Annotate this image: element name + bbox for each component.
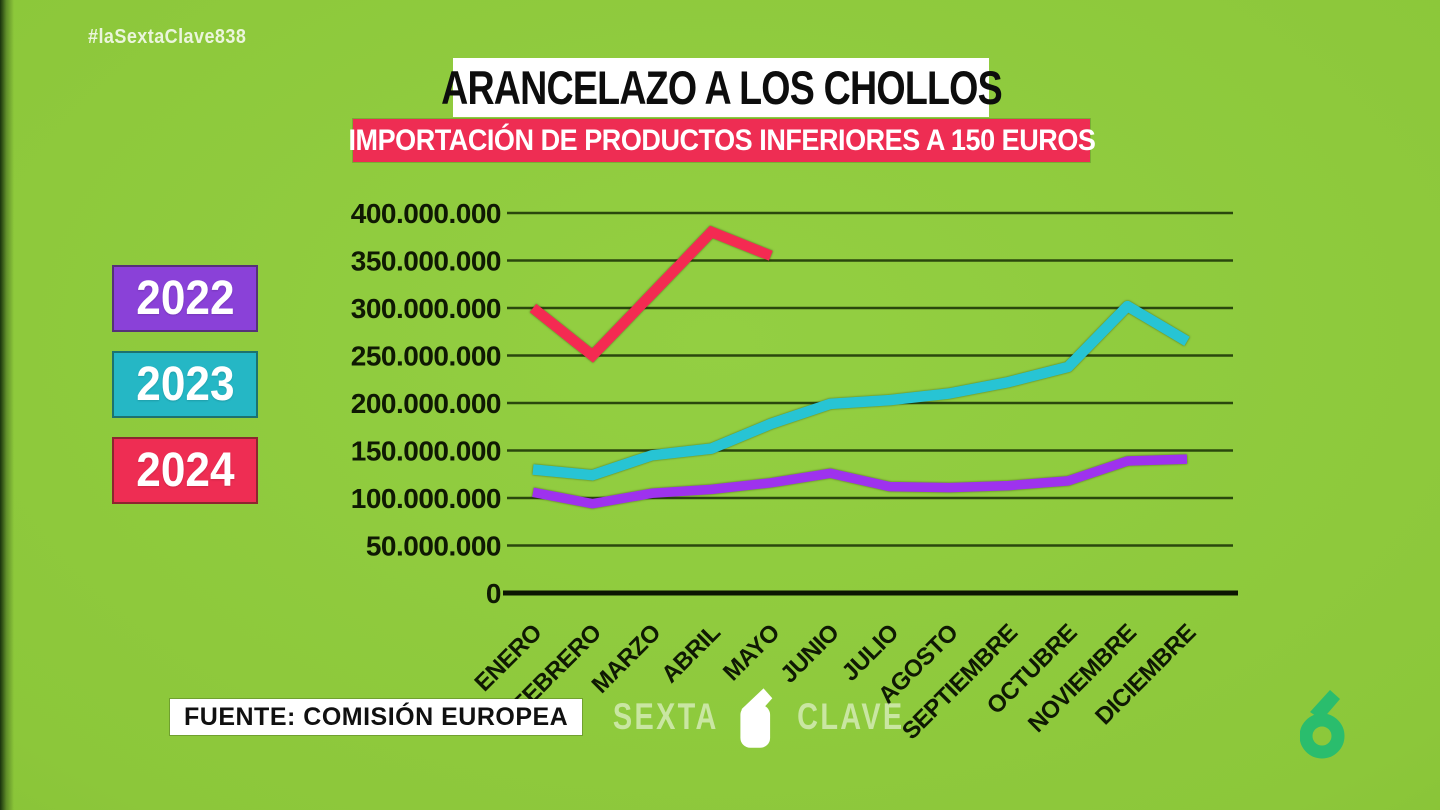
y-tick-label: 150.000.000 xyxy=(351,436,501,467)
legend: 2022 2023 2024 xyxy=(112,265,258,522)
y-tick-label: 100.000.000 xyxy=(351,483,501,514)
month-label: MAYO xyxy=(718,619,785,686)
y-tick-label: 300.000.000 xyxy=(351,293,501,324)
y-tick-label: 400.000.000 xyxy=(351,198,501,229)
y-tick-label: 250.000.000 xyxy=(351,341,501,372)
legend-label-2022: 2022 xyxy=(135,272,235,325)
clave-wordmark: CLAVE xyxy=(796,696,905,737)
chart-title: ARANCELAZO A LOS CHOLLOS xyxy=(440,61,1003,114)
y-tick-label: 350.000.000 xyxy=(351,246,501,277)
month-label: ABRIL xyxy=(656,619,725,688)
sexta-clave-logo: SEXTA CLAVE xyxy=(598,686,919,748)
month-label: JUNIO xyxy=(775,619,844,688)
legend-item-2024: 2024 xyxy=(112,437,258,504)
y-tick-label: 200.000.000 xyxy=(351,388,501,419)
y-tick-label: 50.000.000 xyxy=(366,531,501,562)
legend-item-2023: 2023 xyxy=(112,351,258,418)
series-line-2023 xyxy=(532,300,1190,481)
chart-title-box: ARANCELAZO A LOS CHOLLOS xyxy=(441,58,1002,117)
legend-label-2023: 2023 xyxy=(135,358,235,411)
legend-item-2022: 2022 xyxy=(112,265,258,332)
y-tick-label: 0 xyxy=(486,578,501,609)
legend-label-2024: 2024 xyxy=(135,444,235,497)
lasexta-channel-logo xyxy=(1300,690,1345,759)
hashtag-label: #laSextaClave838 xyxy=(88,26,247,48)
lasexta-6-icon xyxy=(740,688,772,748)
sexta-wordmark: SEXTA xyxy=(612,696,719,737)
series-line-2022 xyxy=(532,454,1188,509)
chart-subtitle-box: IMPORTACIÓN DE PRODUCTOS INFERIORES A 15… xyxy=(348,119,1095,162)
source-label: FUENTE: COMISIÓN EUROPEA xyxy=(184,702,569,731)
chart-subtitle: IMPORTACIÓN DE PRODUCTOS INFERIORES A 15… xyxy=(348,123,1095,157)
source-box: FUENTE: COMISIÓN EUROPEA xyxy=(170,699,583,735)
series-line-2024 xyxy=(529,225,773,363)
